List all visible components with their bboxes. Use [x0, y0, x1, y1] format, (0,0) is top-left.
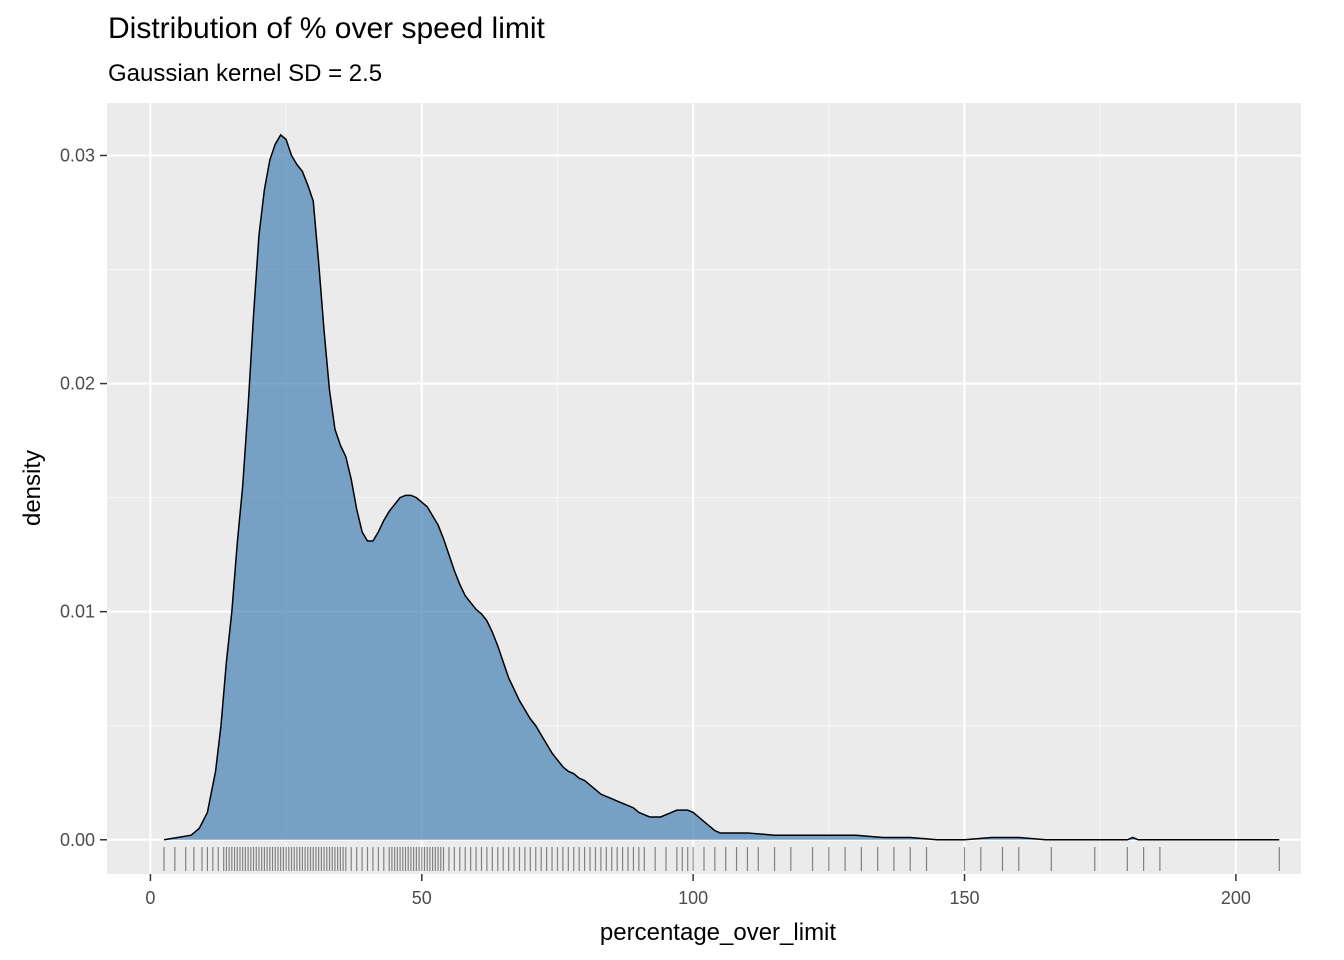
chart-subtitle: Gaussian kernel SD = 2.5 — [108, 60, 383, 87]
y-tick-label: 0.02 — [60, 374, 95, 394]
x-tick-label: 50 — [412, 888, 432, 908]
x-tick-label: 150 — [949, 888, 979, 908]
x-tick-label: 0 — [145, 888, 155, 908]
chart-title: Distribution of % over speed limit — [108, 12, 545, 45]
y-tick-label: 0.03 — [60, 145, 95, 165]
density-line — [163, 133, 1280, 841]
x-tick-label: 100 — [678, 888, 708, 908]
y-tick-label: 0.01 — [60, 602, 95, 622]
y-tick-label: 0.00 — [60, 830, 95, 850]
y-axis-ticks: 0.00 0.01 0.02 0.03 — [60, 145, 107, 850]
x-axis-title: percentage_over_limit — [600, 919, 836, 946]
x-axis-ticks: 0 50 100 150 200 — [145, 874, 1251, 908]
y-axis-title: density — [19, 450, 46, 526]
x-tick-label: 200 — [1221, 888, 1251, 908]
rug-marks — [163, 847, 1280, 871]
density-area — [163, 134, 1280, 840]
